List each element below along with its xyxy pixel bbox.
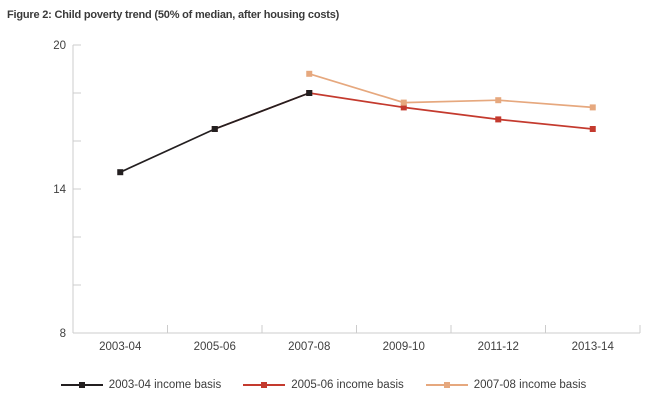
x-tick-label: 2003-04 (99, 341, 142, 353)
series-marker-2007-08-income-basis (589, 104, 596, 111)
legend-line-swatch (243, 382, 286, 388)
legend: 2003-04 income basis 2005-06 income basis… (0, 379, 647, 391)
series-marker-2003-04-income-basis (211, 126, 218, 132)
x-tick-label: 2007-08 (288, 341, 330, 353)
legend-label: 2003-04 income basis (108, 379, 222, 391)
x-tick-label: 2013-14 (572, 341, 615, 353)
legend-square-marker-icon (78, 382, 85, 388)
legend-square-marker-icon (443, 382, 450, 388)
legend-label: 2007-08 income basis (473, 379, 587, 391)
legend-line-swatch (60, 382, 103, 388)
series-line-2005-06-income-basis (214, 92, 593, 130)
series-marker-2003-04-income-basis (117, 169, 124, 176)
legend-square-marker-icon (261, 382, 268, 388)
y-tick-label: 20 (53, 40, 66, 52)
series-marker-2007-08-income-basis (495, 97, 502, 104)
series-marker-2005-06-income-basis (400, 104, 407, 111)
chart-title: Figure 2: Child poverty trend (50% of me… (7, 9, 340, 21)
series-line-2003-04-income-basis (119, 92, 310, 173)
legend-item-1: 2005-06 income basis (243, 379, 404, 391)
legend-label: 2005-06 income basis (291, 379, 404, 391)
legend-item-2: 2007-08 income basis (425, 379, 587, 391)
series-line-2007-08-income-basis (309, 72, 593, 109)
series-marker-2007-08-income-basis (400, 99, 407, 106)
y-tick-label: 8 (60, 328, 66, 340)
series-marker-2007-08-income-basis (306, 70, 313, 77)
series-marker-2005-06-income-basis (495, 116, 502, 123)
series-marker-2005-06-income-basis (589, 126, 596, 132)
legend-item-0: 2003-04 income basis (60, 379, 222, 391)
legend-line-swatch (425, 382, 468, 388)
x-tick-label: 2009-10 (383, 341, 425, 353)
y-tick-label: 14 (53, 184, 66, 196)
series-marker-2003-04-income-basis (306, 90, 313, 96)
x-tick-label: 2011-12 (478, 341, 519, 353)
x-tick-label: 2005-06 (194, 341, 236, 353)
